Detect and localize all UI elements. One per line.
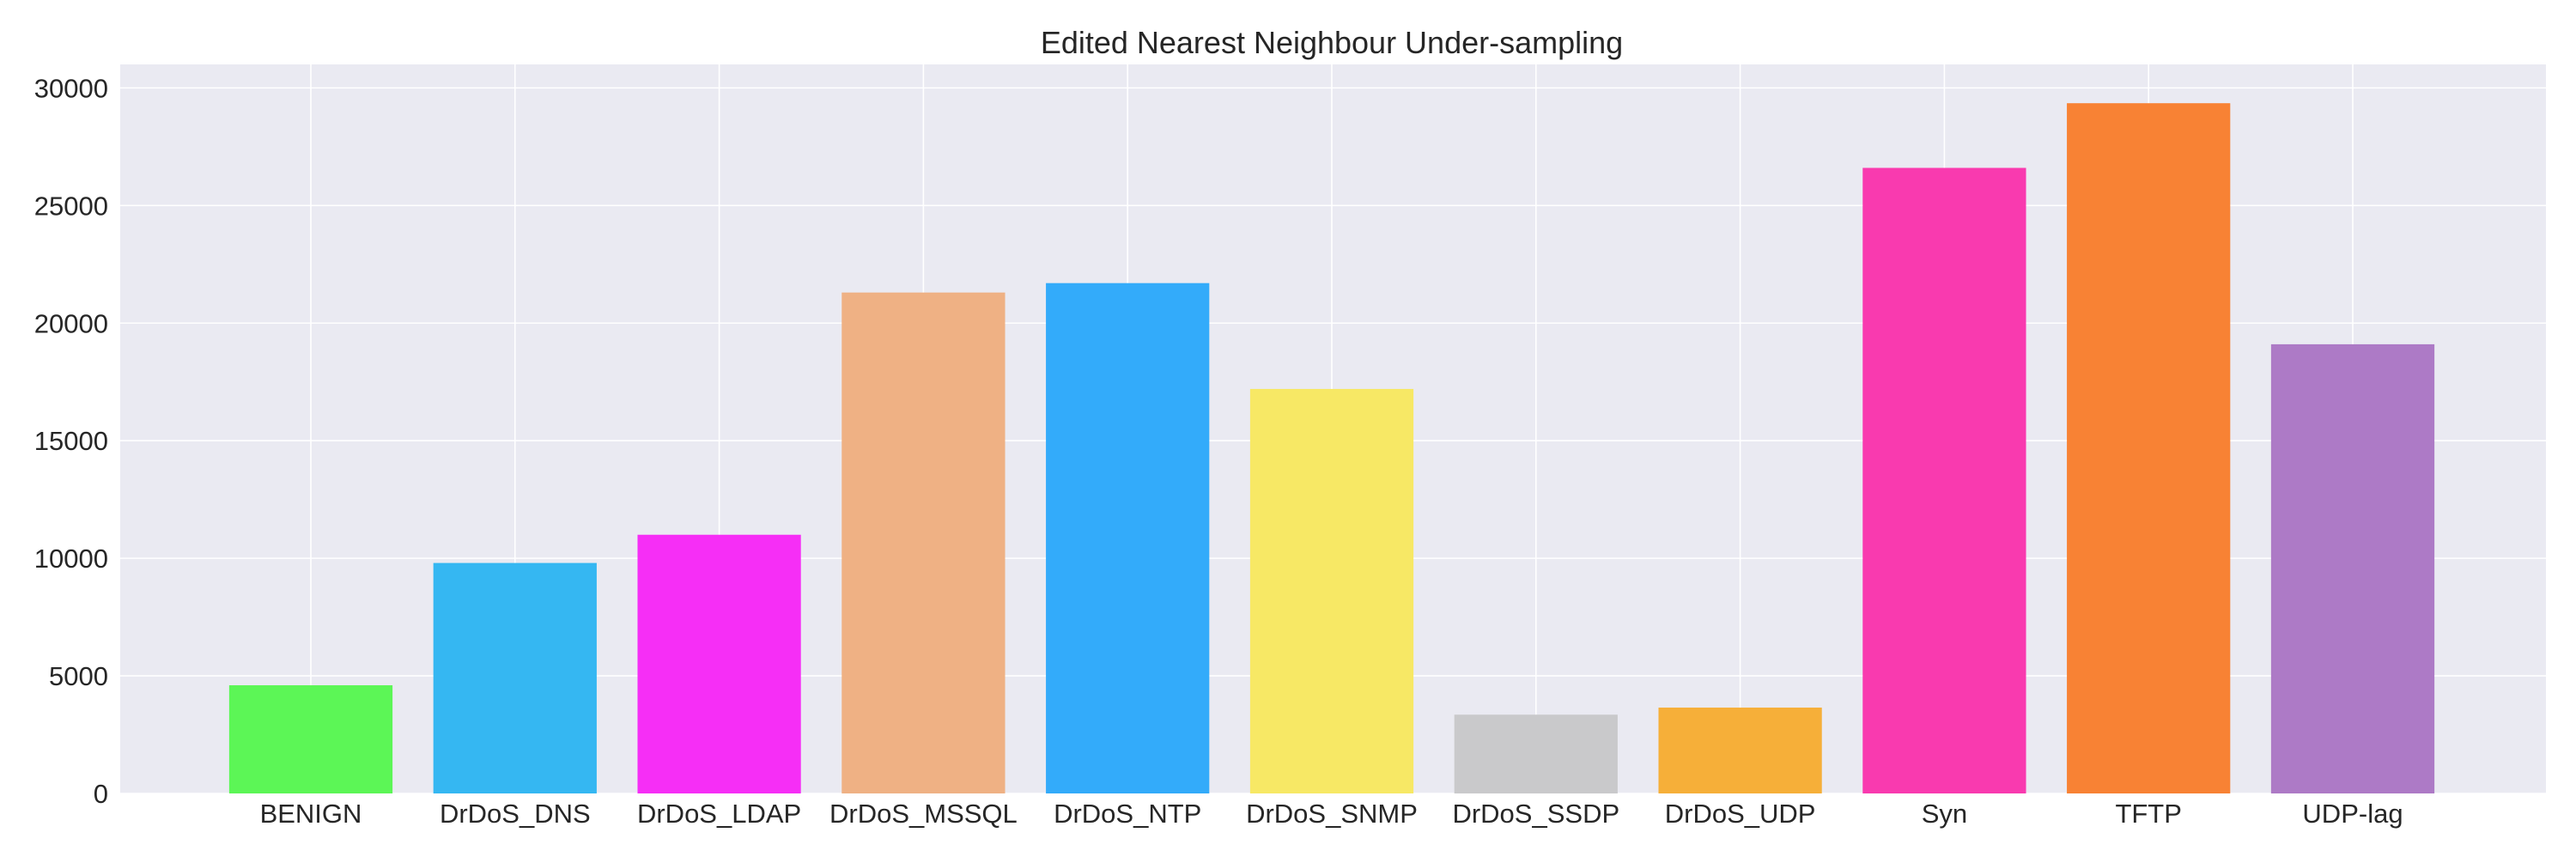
y-tick-label: 25000 — [34, 191, 108, 221]
bar-drdos-dns — [433, 562, 597, 793]
x-tick-label: UDP-lag — [2302, 799, 2403, 829]
x-tick-label: DrDoS_MSSQL — [829, 799, 1018, 829]
x-tick-label: DrDoS_SSDP — [1452, 799, 1619, 829]
x-tick-label: TFTP — [2115, 799, 2182, 829]
bar-drdos-ldap — [637, 534, 801, 793]
x-tick-labels: BENIGN DrDoS_DNS DrDoS_LDAP DrDoS_MSSQL DrDo… — [260, 799, 2403, 829]
y-tick-labels: 0 5000 10000 15000 20000 25000 30000 — [34, 73, 108, 809]
bar-udp-lag — [2270, 343, 2435, 793]
bar-drdos-mssql — [841, 292, 1005, 793]
y-tick-label: 30000 — [34, 73, 108, 103]
x-tick-label: DrDoS_DNS — [440, 799, 591, 829]
x-tick-label: DrDoS_SNMP — [1246, 799, 1418, 829]
x-tick-label: DrDoS_UDP — [1665, 799, 1816, 829]
y-tick-label: 0 — [94, 779, 108, 809]
bar-drdos-ssdp — [1454, 714, 1618, 793]
y-tick-label: 5000 — [49, 661, 108, 691]
y-tick-label: 10000 — [34, 544, 108, 574]
bar-drdos-ntp — [1046, 283, 1210, 793]
bars — [228, 103, 2435, 793]
x-tick-label: DrDoS_NTP — [1054, 799, 1201, 829]
y-tick-label: 20000 — [34, 308, 108, 338]
x-tick-label: Syn — [1922, 799, 1967, 829]
y-tick-label: 15000 — [34, 426, 108, 456]
bar-tftp — [2067, 103, 2231, 793]
bar-drdos-udp — [1658, 708, 1822, 793]
x-tick-label: BENIGN — [260, 799, 362, 829]
bar-drdos-snmp — [1249, 388, 1414, 793]
x-tick-label: DrDoS_LDAP — [637, 799, 801, 829]
bar-syn — [1862, 167, 2026, 793]
chart-title: Edited Nearest Neighbour Under-sampling — [1041, 25, 1623, 60]
bar-benign — [228, 685, 393, 793]
